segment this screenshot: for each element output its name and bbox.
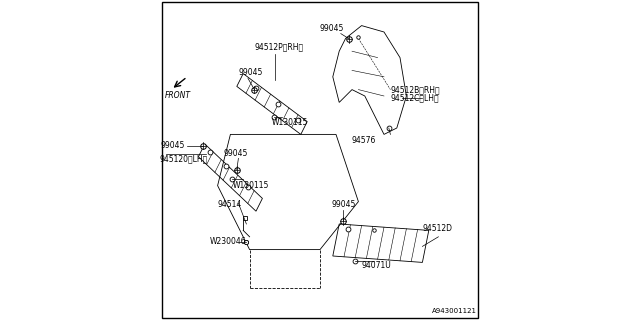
Text: 945120〈LH〉: 945120〈LH〉 <box>160 154 208 163</box>
Text: 99045: 99045 <box>161 141 186 150</box>
Text: 94512B〈RH〉: 94512B〈RH〉 <box>390 85 440 94</box>
Text: W130115: W130115 <box>271 118 308 127</box>
Text: 94512D: 94512D <box>422 224 452 233</box>
Text: W130115: W130115 <box>233 181 269 190</box>
Text: 94514: 94514 <box>218 200 242 209</box>
Text: W230046: W230046 <box>210 237 246 246</box>
Text: 94071U: 94071U <box>362 261 391 270</box>
Text: 99045: 99045 <box>224 149 248 158</box>
Text: 94512C〈LH〉: 94512C〈LH〉 <box>390 93 439 102</box>
Text: 99045: 99045 <box>239 68 263 76</box>
Text: 94576: 94576 <box>352 136 376 145</box>
Text: 94512P〈RH〉: 94512P〈RH〉 <box>254 42 303 51</box>
Text: 99045: 99045 <box>332 200 356 209</box>
Text: FRONT: FRONT <box>164 91 191 100</box>
Text: 99045: 99045 <box>320 24 344 33</box>
Text: A943001121: A943001121 <box>432 308 477 314</box>
